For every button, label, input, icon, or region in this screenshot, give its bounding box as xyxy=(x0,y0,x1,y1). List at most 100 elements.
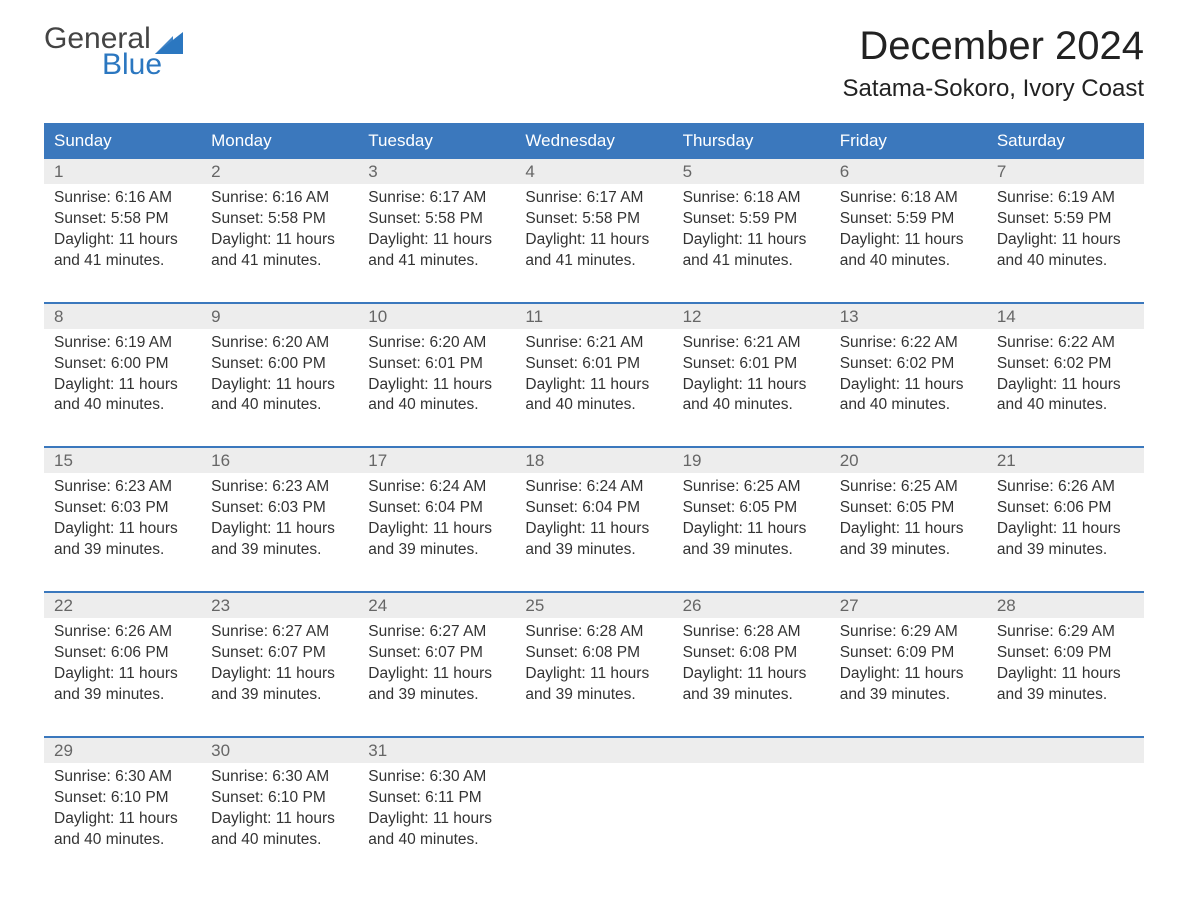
day-cell xyxy=(673,763,830,867)
sunrise-text: Sunrise: 6:23 AM xyxy=(211,477,348,498)
day-number: 30 xyxy=(201,738,358,763)
sunset-text: Sunset: 6:03 PM xyxy=(211,498,348,519)
day-cell: Sunrise: 6:19 AMSunset: 5:59 PMDaylight:… xyxy=(987,184,1144,288)
sunrise-text: Sunrise: 6:21 AM xyxy=(525,333,662,354)
calendar-week: 293031Sunrise: 6:30 AMSunset: 6:10 PMDay… xyxy=(44,736,1144,867)
sunrise-text: Sunrise: 6:25 AM xyxy=(683,477,820,498)
sunrise-text: Sunrise: 6:17 AM xyxy=(525,188,662,209)
day-cell: Sunrise: 6:29 AMSunset: 6:09 PMDaylight:… xyxy=(987,618,1144,722)
day-cell: Sunrise: 6:21 AMSunset: 6:01 PMDaylight:… xyxy=(515,329,672,433)
daylight-text: Daylight: 11 hours and 40 minutes. xyxy=(368,375,505,417)
day-cell: Sunrise: 6:27 AMSunset: 6:07 PMDaylight:… xyxy=(358,618,515,722)
sunrise-text: Sunrise: 6:28 AM xyxy=(525,622,662,643)
weekday-header: Monday xyxy=(201,123,358,159)
daylight-text: Daylight: 11 hours and 41 minutes. xyxy=(683,230,820,272)
day-cell: Sunrise: 6:20 AMSunset: 6:00 PMDaylight:… xyxy=(201,329,358,433)
daylight-text: Daylight: 11 hours and 40 minutes. xyxy=(683,375,820,417)
day-number: 1 xyxy=(44,159,201,184)
sunrise-text: Sunrise: 6:19 AM xyxy=(54,333,191,354)
daylight-text: Daylight: 11 hours and 39 minutes. xyxy=(211,519,348,561)
day-cell: Sunrise: 6:23 AMSunset: 6:03 PMDaylight:… xyxy=(44,473,201,577)
daylight-text: Daylight: 11 hours and 40 minutes. xyxy=(997,375,1134,417)
daylight-text: Daylight: 11 hours and 39 minutes. xyxy=(368,519,505,561)
day-number: 13 xyxy=(830,304,987,329)
sunrise-text: Sunrise: 6:20 AM xyxy=(368,333,505,354)
sunset-text: Sunset: 6:01 PM xyxy=(683,354,820,375)
daylight-text: Daylight: 11 hours and 39 minutes. xyxy=(368,664,505,706)
day-number: 6 xyxy=(830,159,987,184)
day-number: 28 xyxy=(987,593,1144,618)
day-number: 29 xyxy=(44,738,201,763)
sunset-text: Sunset: 6:09 PM xyxy=(840,643,977,664)
daylight-text: Daylight: 11 hours and 39 minutes. xyxy=(211,664,348,706)
calendar-week: 1234567Sunrise: 6:16 AMSunset: 5:58 PMDa… xyxy=(44,159,1144,288)
daylight-text: Daylight: 11 hours and 41 minutes. xyxy=(525,230,662,272)
weekday-header: Saturday xyxy=(987,123,1144,159)
day-cell: Sunrise: 6:22 AMSunset: 6:02 PMDaylight:… xyxy=(987,329,1144,433)
day-cell xyxy=(830,763,987,867)
daylight-text: Daylight: 11 hours and 40 minutes. xyxy=(211,809,348,851)
sunset-text: Sunset: 6:02 PM xyxy=(840,354,977,375)
sunset-text: Sunset: 5:58 PM xyxy=(211,209,348,230)
daycontent-row: Sunrise: 6:23 AMSunset: 6:03 PMDaylight:… xyxy=(44,473,1144,577)
daylight-text: Daylight: 11 hours and 41 minutes. xyxy=(54,230,191,272)
day-cell: Sunrise: 6:28 AMSunset: 6:08 PMDaylight:… xyxy=(673,618,830,722)
sunrise-text: Sunrise: 6:16 AM xyxy=(211,188,348,209)
day-cell: Sunrise: 6:24 AMSunset: 6:04 PMDaylight:… xyxy=(515,473,672,577)
sunrise-text: Sunrise: 6:29 AM xyxy=(997,622,1134,643)
day-number: 19 xyxy=(673,448,830,473)
day-number: 9 xyxy=(201,304,358,329)
day-cell: Sunrise: 6:30 AMSunset: 6:10 PMDaylight:… xyxy=(201,763,358,867)
sunset-text: Sunset: 5:58 PM xyxy=(54,209,191,230)
page-header: General Blue December 2024 Satama-Sokoro… xyxy=(44,24,1144,103)
sunrise-text: Sunrise: 6:30 AM xyxy=(54,767,191,788)
day-cell: Sunrise: 6:26 AMSunset: 6:06 PMDaylight:… xyxy=(44,618,201,722)
day-number: 16 xyxy=(201,448,358,473)
sunset-text: Sunset: 6:03 PM xyxy=(54,498,191,519)
sunset-text: Sunset: 6:04 PM xyxy=(368,498,505,519)
day-cell: Sunrise: 6:19 AMSunset: 6:00 PMDaylight:… xyxy=(44,329,201,433)
daylight-text: Daylight: 11 hours and 40 minutes. xyxy=(840,230,977,272)
weekday-header: Sunday xyxy=(44,123,201,159)
day-cell: Sunrise: 6:30 AMSunset: 6:11 PMDaylight:… xyxy=(358,763,515,867)
daycontent-row: Sunrise: 6:16 AMSunset: 5:58 PMDaylight:… xyxy=(44,184,1144,288)
day-number: 24 xyxy=(358,593,515,618)
sunrise-text: Sunrise: 6:16 AM xyxy=(54,188,191,209)
daylight-text: Daylight: 11 hours and 39 minutes. xyxy=(997,664,1134,706)
sunset-text: Sunset: 6:08 PM xyxy=(683,643,820,664)
daylight-text: Daylight: 11 hours and 39 minutes. xyxy=(683,519,820,561)
day-cell: Sunrise: 6:22 AMSunset: 6:02 PMDaylight:… xyxy=(830,329,987,433)
daylight-text: Daylight: 11 hours and 39 minutes. xyxy=(525,664,662,706)
day-number: 11 xyxy=(515,304,672,329)
day-cell: Sunrise: 6:20 AMSunset: 6:01 PMDaylight:… xyxy=(358,329,515,433)
sunset-text: Sunset: 6:02 PM xyxy=(997,354,1134,375)
weekday-header: Tuesday xyxy=(358,123,515,159)
day-number: 4 xyxy=(515,159,672,184)
daynum-row: 891011121314 xyxy=(44,304,1144,329)
sunset-text: Sunset: 5:59 PM xyxy=(683,209,820,230)
weekday-header: Wednesday xyxy=(515,123,672,159)
sunrise-text: Sunrise: 6:26 AM xyxy=(997,477,1134,498)
day-number: 12 xyxy=(673,304,830,329)
daylight-text: Daylight: 11 hours and 40 minutes. xyxy=(54,809,191,851)
day-cell: Sunrise: 6:30 AMSunset: 6:10 PMDaylight:… xyxy=(44,763,201,867)
sunset-text: Sunset: 6:07 PM xyxy=(211,643,348,664)
sunset-text: Sunset: 6:06 PM xyxy=(997,498,1134,519)
sunrise-text: Sunrise: 6:20 AM xyxy=(211,333,348,354)
sunset-text: Sunset: 5:59 PM xyxy=(997,209,1134,230)
day-number: 31 xyxy=(358,738,515,763)
sunrise-text: Sunrise: 6:25 AM xyxy=(840,477,977,498)
daycontent-row: Sunrise: 6:19 AMSunset: 6:00 PMDaylight:… xyxy=(44,329,1144,433)
sunset-text: Sunset: 6:04 PM xyxy=(525,498,662,519)
day-number: 7 xyxy=(987,159,1144,184)
daylight-text: Daylight: 11 hours and 39 minutes. xyxy=(997,519,1134,561)
daylight-text: Daylight: 11 hours and 41 minutes. xyxy=(211,230,348,272)
day-number xyxy=(673,738,830,763)
day-cell: Sunrise: 6:17 AMSunset: 5:58 PMDaylight:… xyxy=(358,184,515,288)
sunset-text: Sunset: 6:07 PM xyxy=(368,643,505,664)
sunrise-text: Sunrise: 6:30 AM xyxy=(211,767,348,788)
sunset-text: Sunset: 6:10 PM xyxy=(211,788,348,809)
daylight-text: Daylight: 11 hours and 40 minutes. xyxy=(840,375,977,417)
daylight-text: Daylight: 11 hours and 39 minutes. xyxy=(683,664,820,706)
daylight-text: Daylight: 11 hours and 39 minutes. xyxy=(840,664,977,706)
